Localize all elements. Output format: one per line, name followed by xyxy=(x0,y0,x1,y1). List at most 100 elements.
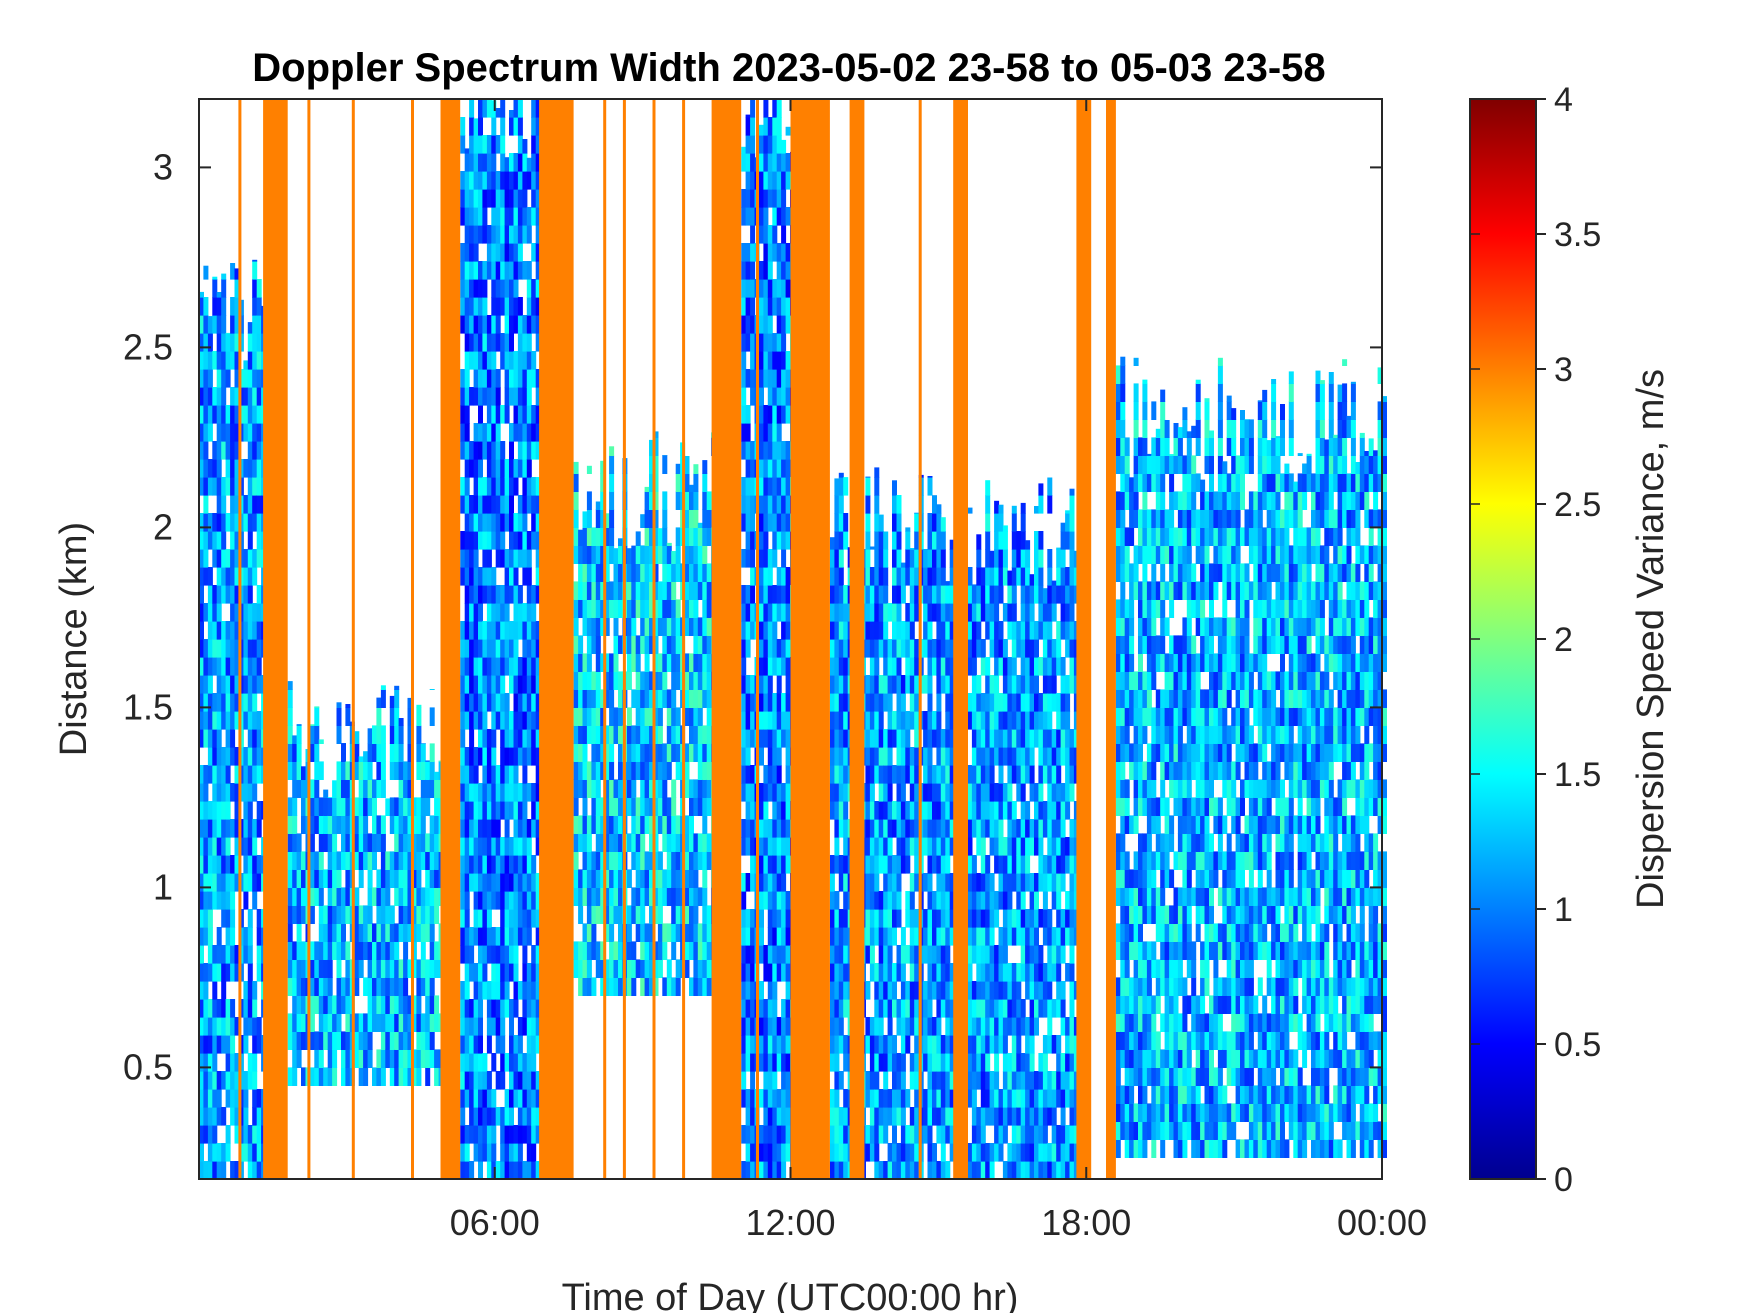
heatmap-cell xyxy=(591,671,597,690)
heatmap-cell xyxy=(234,387,240,406)
heatmap-cell xyxy=(626,563,632,582)
heatmap-cell xyxy=(994,1143,1000,1162)
heatmap-cell xyxy=(292,995,298,1014)
heatmap-cell xyxy=(927,549,933,568)
heatmap-cell xyxy=(878,1053,884,1072)
heatmap-cell xyxy=(482,621,488,640)
heatmap-cell xyxy=(745,1107,751,1126)
heatmap-cell xyxy=(504,315,510,334)
heatmap-cell xyxy=(767,369,773,388)
heatmap-cell xyxy=(526,729,532,748)
heatmap-cell xyxy=(504,747,510,766)
heatmap-cell xyxy=(243,1107,249,1126)
heatmap-cell xyxy=(927,1035,933,1054)
heatmap-cell xyxy=(684,653,690,672)
heatmap-cell xyxy=(989,621,995,640)
heatmap-cell xyxy=(411,995,417,1014)
heatmap-cell xyxy=(478,945,483,964)
heatmap-cell xyxy=(878,1107,884,1126)
heatmap-cell xyxy=(464,783,470,802)
heatmap-cell xyxy=(247,477,253,496)
heatmap-cell xyxy=(234,441,240,460)
heatmap-cell xyxy=(526,585,532,604)
heatmap-cell xyxy=(243,567,249,586)
heatmap-cell xyxy=(243,855,249,874)
heatmap-cell xyxy=(363,923,369,942)
heatmap-cell xyxy=(741,639,747,658)
heatmap-cell xyxy=(500,549,506,568)
heatmap-cell xyxy=(834,478,840,496)
heatmap-cell xyxy=(407,1031,413,1050)
heatmap-cell xyxy=(478,477,483,496)
heatmap-cell xyxy=(486,783,492,802)
heatmap-cell xyxy=(785,369,791,388)
heatmap-cell xyxy=(207,387,213,406)
heatmap-cell xyxy=(309,995,315,1014)
heatmap-cell xyxy=(407,833,413,852)
heatmap-cell xyxy=(750,1035,756,1054)
heatmap-cell xyxy=(985,891,991,910)
heatmap-cell xyxy=(741,963,747,982)
heatmap-cell xyxy=(573,473,579,492)
heatmap-cell xyxy=(389,743,395,762)
heatmap-cell xyxy=(994,981,1000,1000)
heatmap-cell xyxy=(927,765,933,784)
heatmap-cell xyxy=(314,1049,320,1068)
heatmap-cell xyxy=(504,1089,510,1108)
heatmap-cell xyxy=(750,243,756,262)
heatmap-cell xyxy=(644,869,650,888)
heatmap-cell xyxy=(252,1125,258,1144)
heatmap-cell xyxy=(843,801,849,820)
heatmap-cell xyxy=(776,801,782,820)
heatmap-cell xyxy=(662,599,668,618)
heatmap-cell xyxy=(513,999,519,1018)
heatmap-cell xyxy=(411,797,417,816)
heatmap-cell xyxy=(644,743,650,762)
heatmap-cell xyxy=(216,1089,222,1108)
heatmap-cell xyxy=(971,1089,977,1108)
heatmap-cell xyxy=(531,1161,537,1180)
heatmap-cell xyxy=(829,711,835,730)
heatmap-cell xyxy=(354,923,360,942)
heatmap-cell xyxy=(657,851,663,870)
heatmap-cell xyxy=(706,743,712,762)
heatmap-cell xyxy=(865,1143,871,1162)
heatmap-cell xyxy=(644,491,650,510)
heatmap-cell xyxy=(509,315,514,334)
heatmap-cell xyxy=(1002,603,1008,622)
heatmap-cell xyxy=(914,693,920,712)
heatmap-cell xyxy=(626,599,632,618)
heatmap-cell xyxy=(649,563,654,582)
heatmap-cell xyxy=(838,747,844,766)
heatmap-cell xyxy=(309,725,315,744)
heatmap-cell xyxy=(767,1071,773,1090)
heatmap-cell xyxy=(517,1107,523,1126)
heatmap-cell xyxy=(591,707,597,726)
heatmap-cell xyxy=(998,711,1004,730)
heatmap-cell xyxy=(230,873,236,892)
heatmap-cell xyxy=(980,1089,986,1108)
heatmap-cell xyxy=(591,743,597,762)
heatmap-cell xyxy=(482,1089,488,1108)
heatmap-cell xyxy=(478,117,483,136)
heatmap-cell xyxy=(464,837,470,856)
heatmap-cell xyxy=(936,783,942,802)
heatmap-cell xyxy=(358,833,364,852)
heatmap-cell xyxy=(252,747,258,766)
heatmap-cell xyxy=(834,783,840,802)
heatmap-cell xyxy=(745,315,751,334)
heatmap-cell xyxy=(697,545,703,564)
heatmap-cell xyxy=(892,1125,897,1144)
heatmap-cell xyxy=(994,675,1000,694)
heatmap-cell xyxy=(936,504,942,514)
heatmap-cell xyxy=(838,1071,844,1090)
heatmap-cell xyxy=(234,801,240,820)
heatmap-cell xyxy=(398,718,404,726)
heatmap-cell xyxy=(838,657,844,676)
heatmap-cell xyxy=(247,1071,253,1090)
heatmap-cell xyxy=(905,747,911,766)
heatmap-cell xyxy=(203,927,209,946)
heatmap-cell xyxy=(464,963,470,982)
heatmap-cell xyxy=(500,963,506,982)
heatmap-cell xyxy=(945,981,951,1000)
